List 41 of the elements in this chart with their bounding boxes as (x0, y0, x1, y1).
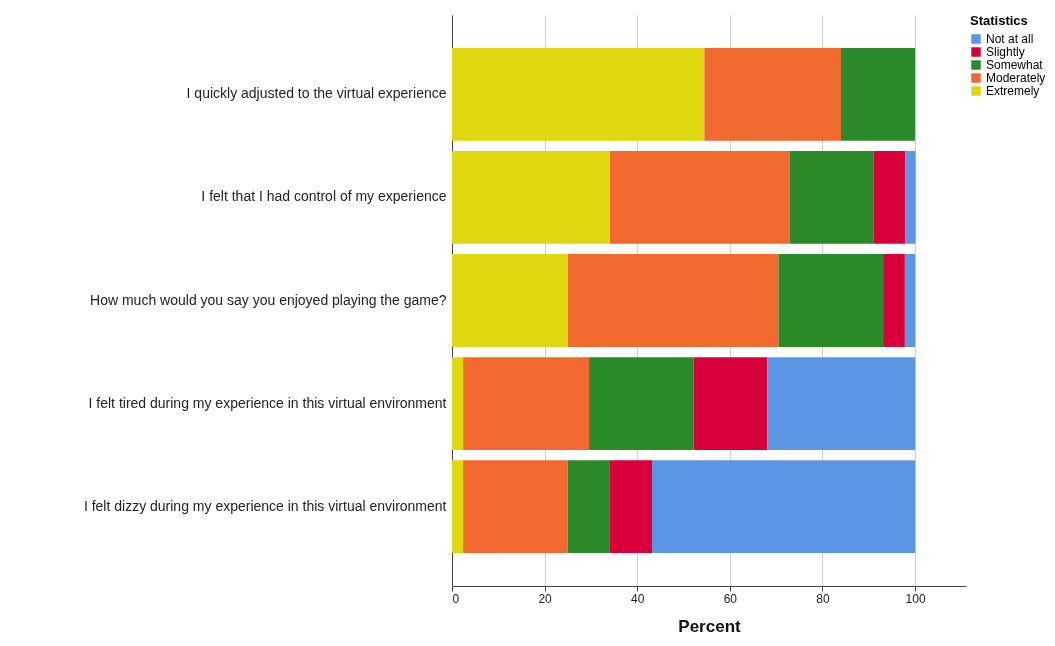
bar (452, 254, 568, 347)
x-axis-title: Percent (678, 616, 742, 636)
bar (905, 151, 916, 244)
legend-label: Extremely (986, 84, 1040, 98)
bar (452, 357, 464, 450)
legend-label: Not at all (986, 32, 1034, 46)
y-tick-label: I quickly adjusted to the virtual experience (186, 85, 447, 102)
bar (873, 151, 906, 244)
bar (609, 151, 790, 244)
bar (452, 47, 705, 141)
y-tick-label: How much would you say you enjoyed playing the game? (90, 291, 447, 308)
legend-label: Moderately (986, 71, 1046, 85)
x-tick-label: 40 (631, 591, 645, 606)
bar (904, 254, 916, 347)
bar (789, 151, 874, 244)
x-tick-label: 100 (905, 591, 926, 606)
bar (778, 254, 884, 347)
x-tick-label: 20 (538, 591, 553, 606)
x-tick-label: 60 (723, 591, 738, 606)
bar (652, 460, 916, 554)
bar (767, 357, 916, 450)
bar (840, 47, 916, 141)
legend-title: Statistics (970, 13, 1028, 28)
y-tick-label: I felt dizzy during my experience in this virtual environment (83, 497, 447, 514)
bar (693, 357, 768, 450)
legend-label: Somewhat (986, 58, 1044, 72)
x-tick-label: 80 (816, 591, 830, 606)
bar (463, 357, 590, 450)
x-tick-label: 0 (452, 591, 460, 606)
bar (463, 460, 568, 554)
bar (589, 357, 694, 450)
bar (567, 254, 779, 347)
legend-label: Slightly (986, 45, 1025, 59)
bar (567, 460, 610, 554)
bar (452, 151, 610, 244)
bar (704, 47, 841, 141)
y-tick-label: I felt that I had control of my experience (201, 188, 447, 205)
bar (883, 254, 905, 347)
bar (452, 460, 464, 554)
y-tick-label: I felt tired during my experience in this virtual environment (88, 394, 447, 411)
bar (609, 460, 653, 554)
